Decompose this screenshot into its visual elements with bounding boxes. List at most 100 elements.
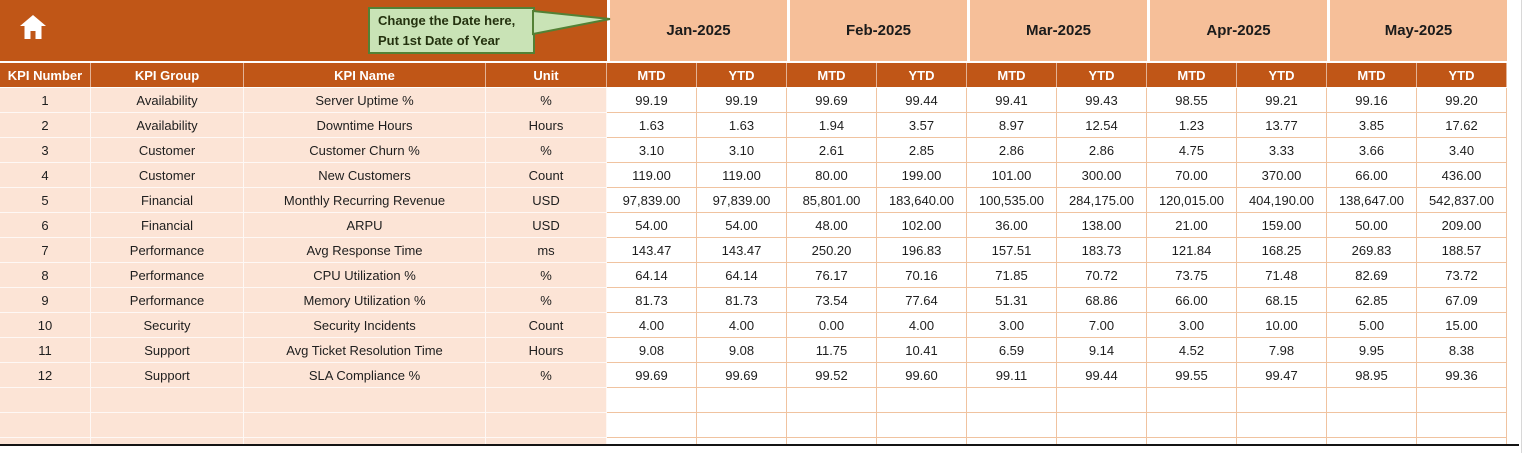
value-cell[interactable]: 82.69 <box>1327 263 1417 288</box>
value-cell[interactable]: 9.08 <box>697 338 787 363</box>
value-cell[interactable]: 62.85 <box>1327 288 1417 313</box>
empty-cell[interactable] <box>486 413 607 438</box>
empty-cell[interactable] <box>1327 413 1417 438</box>
value-cell[interactable]: 17.62 <box>1417 113 1507 138</box>
kpi-number-cell[interactable]: 1 <box>0 88 91 113</box>
kpi-number-cell[interactable]: 6 <box>0 213 91 238</box>
value-cell[interactable]: 64.14 <box>607 263 697 288</box>
value-cell[interactable]: 183.73 <box>1057 238 1147 263</box>
kpi-name-cell[interactable]: Server Uptime % <box>244 88 486 113</box>
empty-cell[interactable] <box>1057 388 1147 413</box>
value-cell[interactable]: 99.21 <box>1237 88 1327 113</box>
kpi-group-cell[interactable]: Support <box>91 363 244 388</box>
empty-cell[interactable] <box>244 388 486 413</box>
unit-cell[interactable]: Count <box>486 163 607 188</box>
value-cell[interactable]: 3.66 <box>1327 138 1417 163</box>
unit-cell[interactable]: Hours <box>486 113 607 138</box>
value-cell[interactable]: 2.86 <box>967 138 1057 163</box>
empty-cell[interactable] <box>967 388 1057 413</box>
empty-cell[interactable] <box>697 438 787 444</box>
value-cell[interactable]: 66.00 <box>1327 163 1417 188</box>
kpi-group-cell[interactable]: Availability <box>91 88 244 113</box>
empty-cell[interactable] <box>0 438 91 444</box>
empty-cell[interactable] <box>967 413 1057 438</box>
value-cell[interactable]: 15.00 <box>1417 313 1507 338</box>
value-cell[interactable]: 157.51 <box>967 238 1057 263</box>
value-cell[interactable]: 99.20 <box>1417 88 1507 113</box>
empty-cell[interactable] <box>91 438 244 444</box>
value-cell[interactable]: 66.00 <box>1147 288 1237 313</box>
value-cell[interactable]: 77.64 <box>877 288 967 313</box>
value-cell[interactable]: 70.72 <box>1057 263 1147 288</box>
unit-cell[interactable]: ms <box>486 238 607 263</box>
unit-cell[interactable]: Count <box>486 313 607 338</box>
empty-cell[interactable] <box>607 413 697 438</box>
value-cell[interactable]: 102.00 <box>877 213 967 238</box>
kpi-number-cell[interactable]: 12 <box>0 363 91 388</box>
value-cell[interactable]: 99.16 <box>1327 88 1417 113</box>
kpi-group-cell[interactable]: Performance <box>91 238 244 263</box>
month-header-cell-feb-2025[interactable]: Feb-2025 <box>787 0 967 61</box>
value-cell[interactable]: 68.15 <box>1237 288 1327 313</box>
value-cell[interactable]: 48.00 <box>787 213 877 238</box>
value-cell[interactable]: 121.84 <box>1147 238 1237 263</box>
empty-cell[interactable] <box>0 413 91 438</box>
value-cell[interactable]: 73.75 <box>1147 263 1237 288</box>
unit-cell[interactable]: % <box>486 263 607 288</box>
value-cell[interactable]: 4.00 <box>697 313 787 338</box>
value-cell[interactable]: 7.00 <box>1057 313 1147 338</box>
value-cell[interactable]: 99.60 <box>877 363 967 388</box>
value-cell[interactable]: 4.00 <box>877 313 967 338</box>
value-cell[interactable]: 101.00 <box>967 163 1057 188</box>
kpi-group-cell[interactable]: Security <box>91 313 244 338</box>
value-cell[interactable]: 99.44 <box>1057 363 1147 388</box>
empty-cell[interactable] <box>877 388 967 413</box>
kpi-name-cell[interactable]: CPU Utilization % <box>244 263 486 288</box>
value-cell[interactable]: 143.47 <box>607 238 697 263</box>
unit-cell[interactable]: % <box>486 363 607 388</box>
empty-cell[interactable] <box>1057 413 1147 438</box>
kpi-number-cell[interactable]: 7 <box>0 238 91 263</box>
kpi-group-cell[interactable]: Customer <box>91 163 244 188</box>
value-cell[interactable]: 159.00 <box>1237 213 1327 238</box>
value-cell[interactable]: 36.00 <box>967 213 1057 238</box>
empty-cell[interactable] <box>244 413 486 438</box>
home-button[interactable] <box>16 11 50 43</box>
value-cell[interactable]: 3.10 <box>697 138 787 163</box>
kpi-group-cell[interactable]: Customer <box>91 138 244 163</box>
value-cell[interactable]: 11.75 <box>787 338 877 363</box>
value-cell[interactable]: 81.73 <box>697 288 787 313</box>
value-cell[interactable]: 1.63 <box>697 113 787 138</box>
kpi-group-cell[interactable]: Financial <box>91 188 244 213</box>
kpi-name-cell[interactable]: Avg Ticket Resolution Time <box>244 338 486 363</box>
empty-cell[interactable] <box>697 413 787 438</box>
value-cell[interactable]: 542,837.00 <box>1417 188 1507 213</box>
empty-cell[interactable] <box>787 438 877 444</box>
kpi-name-cell[interactable]: Monthly Recurring Revenue <box>244 188 486 213</box>
empty-cell[interactable] <box>607 438 697 444</box>
value-cell[interactable]: 51.31 <box>967 288 1057 313</box>
value-cell[interactable]: 73.72 <box>1417 263 1507 288</box>
unit-cell[interactable]: USD <box>486 188 607 213</box>
kpi-number-cell[interactable]: 10 <box>0 313 91 338</box>
kpi-group-cell[interactable]: Support <box>91 338 244 363</box>
value-cell[interactable]: 54.00 <box>697 213 787 238</box>
value-cell[interactable]: 1.63 <box>607 113 697 138</box>
empty-cell[interactable] <box>787 413 877 438</box>
kpi-name-cell[interactable]: Memory Utilization % <box>244 288 486 313</box>
value-cell[interactable]: 436.00 <box>1417 163 1507 188</box>
value-cell[interactable]: 370.00 <box>1237 163 1327 188</box>
unit-cell[interactable]: % <box>486 88 607 113</box>
kpi-name-cell[interactable]: Customer Churn % <box>244 138 486 163</box>
value-cell[interactable]: 119.00 <box>607 163 697 188</box>
month-header-cell-may-2025[interactable]: May-2025 <box>1327 0 1507 61</box>
value-cell[interactable]: 21.00 <box>1147 213 1237 238</box>
value-cell[interactable]: 8.97 <box>967 113 1057 138</box>
value-cell[interactable]: 3.57 <box>877 113 967 138</box>
value-cell[interactable]: 99.36 <box>1417 363 1507 388</box>
kpi-number-cell[interactable]: 11 <box>0 338 91 363</box>
value-cell[interactable]: 9.14 <box>1057 338 1147 363</box>
value-cell[interactable]: 269.83 <box>1327 238 1417 263</box>
empty-cell[interactable] <box>697 388 787 413</box>
value-cell[interactable]: 99.11 <box>967 363 1057 388</box>
